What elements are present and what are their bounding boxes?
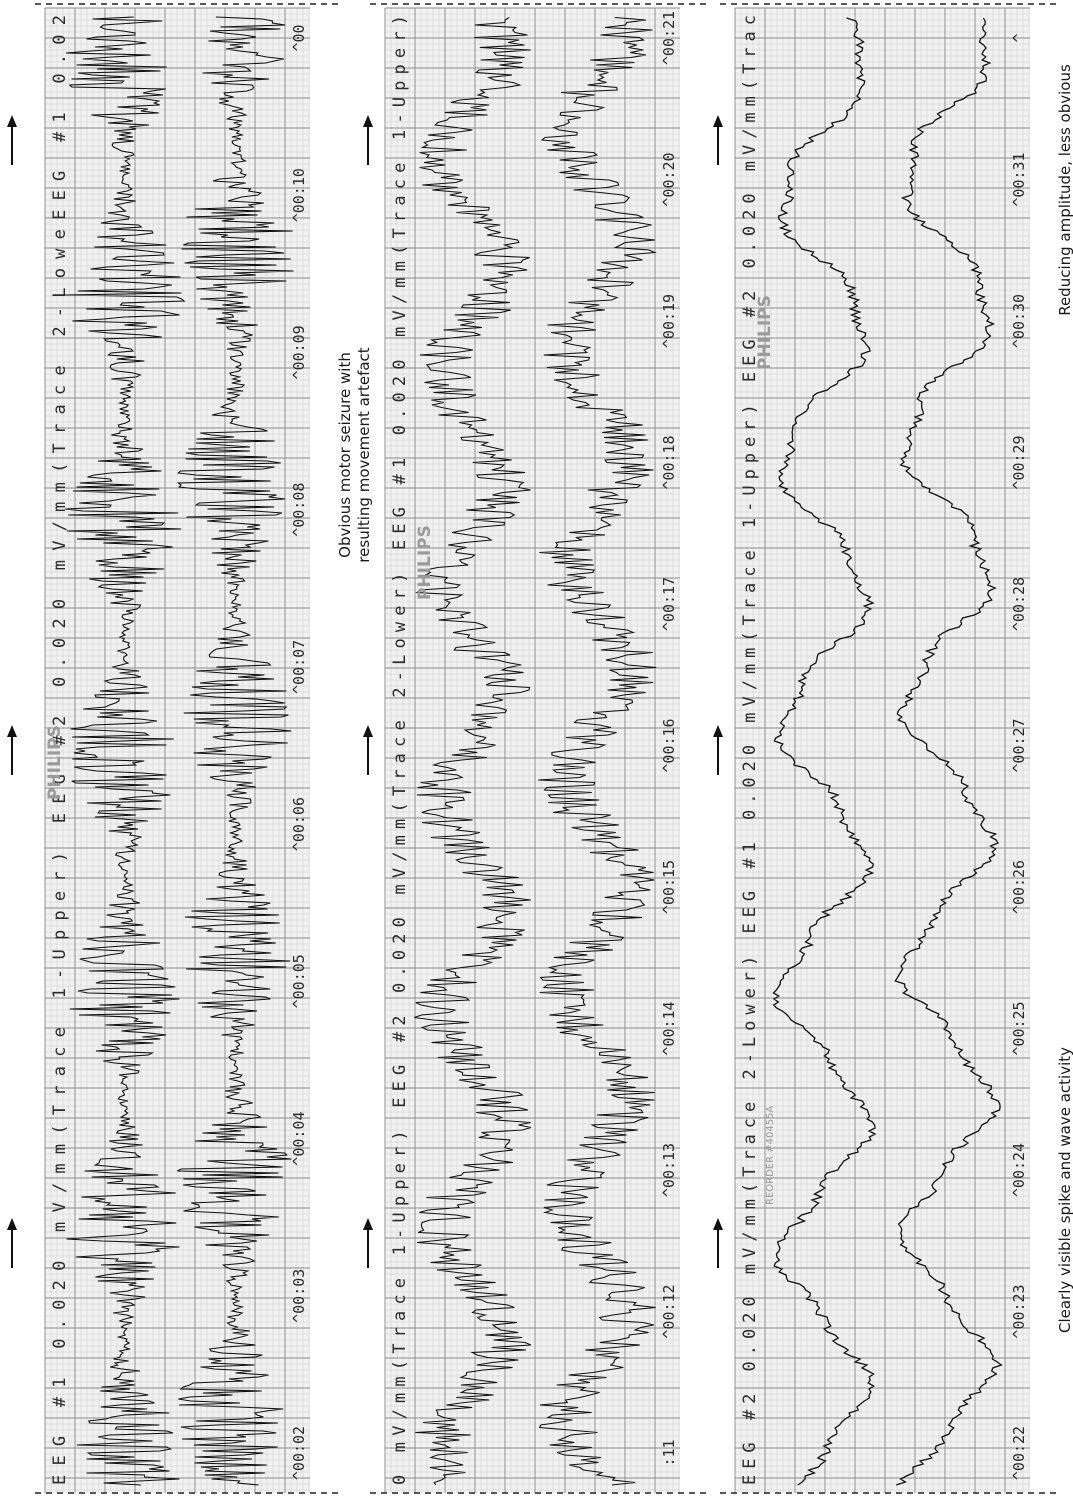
arrow-icon [7, 115, 17, 165]
strip-paper [45, 8, 310, 1493]
time-label: ^00:26 [1010, 860, 1028, 914]
time-label: ^00:28 [1010, 577, 1028, 631]
time-label: ^00:24 [1010, 1143, 1028, 1197]
annotation-left: Clearly visible spike and wave activity [1056, 1047, 1073, 1333]
time-label: ^00:30 [1010, 294, 1028, 348]
annotation: resulting movement artefact [355, 347, 373, 562]
time-label: ^00:09 [290, 325, 308, 379]
arrow-icon [363, 115, 373, 165]
time-label: ^00:06 [290, 797, 308, 851]
philips-watermark: PHILIPS [45, 725, 65, 800]
eeg-strip-1: EEG #1 0.020 mV/mm(Trace 1-Upper) EEG #2… [7, 3, 373, 1494]
arrow-icon [7, 1218, 17, 1268]
eeg-trace-lower [176, 16, 294, 1486]
strip-paper [385, 8, 680, 1493]
eeg-trace-upper [772, 17, 877, 1486]
annotation-right: Reducing amplitude, less obvious [1056, 64, 1073, 316]
eeg-trace-lower [894, 17, 1003, 1486]
strip-grid [734, 7, 1030, 1493]
time-label: ^00:18 [660, 435, 678, 489]
eeg-strip-3: EEG #2 0.020 mV/mm(Trace 2-Lower) EEG #1… [713, 3, 1073, 1494]
time-label: ^00:31 [1010, 152, 1028, 206]
philips-watermark: PHILIPS [415, 525, 435, 600]
strip-grid [384, 7, 680, 1493]
eeg-trace-upper [414, 17, 532, 1486]
eeg-strip-2: 0 mV/mm(Trace 1-Upper) EEG #2 0.020 mV/m… [363, 3, 710, 1494]
time-label: ^00 [290, 24, 308, 51]
philips-watermark: PHILIPS [755, 295, 775, 370]
eeg-trace-upper [64, 16, 186, 1486]
time-label: ^00:04 [290, 1112, 308, 1166]
time-label: ^00:10 [290, 168, 308, 222]
strip-header: EEG #2 0.020 mV/mm(Trace 2-Lower) EEG #1… [740, 15, 760, 1485]
time-label: ^00:23 [1010, 1284, 1028, 1338]
arrow-icon [713, 115, 723, 165]
time-label: ^00:22 [1010, 1426, 1028, 1480]
time-label: ^ [1010, 33, 1028, 42]
time-label: ^00:02 [290, 1426, 308, 1480]
reorder-label: REORDER #40455A [765, 1106, 776, 1205]
arrow-icon [713, 725, 723, 775]
arrow-icon [363, 1218, 373, 1268]
time-label: ^00:13 [660, 1143, 678, 1197]
time-label: ^00:07 [290, 640, 308, 694]
time-label: ^00:15 [660, 860, 678, 914]
time-label: ^00:05 [290, 954, 308, 1008]
arrow-icon [363, 725, 373, 775]
time-label: ^00:20 [660, 152, 678, 206]
time-label: ^00:17 [660, 577, 678, 631]
arrow-icon [713, 1218, 723, 1268]
time-label: ^00:08 [290, 483, 308, 537]
time-label: :11 [660, 1439, 678, 1466]
arrow-icon [7, 725, 17, 775]
time-label: ^00:12 [660, 1284, 678, 1338]
strip-paper [735, 8, 1030, 1493]
time-label: ^00:16 [660, 718, 678, 772]
time-label: ^00:29 [1010, 435, 1028, 489]
time-label: ^00:03 [290, 1269, 308, 1323]
time-label: ^00:25 [1010, 1001, 1028, 1055]
time-label: ^00:14 [660, 1001, 678, 1055]
time-label: ^00:27 [1010, 718, 1028, 772]
time-label: ^00:21 [660, 11, 678, 65]
eeg-trace-lower [538, 16, 657, 1486]
annotation: Obvious motor seizure with [336, 352, 354, 558]
time-label: ^00:19 [660, 294, 678, 348]
